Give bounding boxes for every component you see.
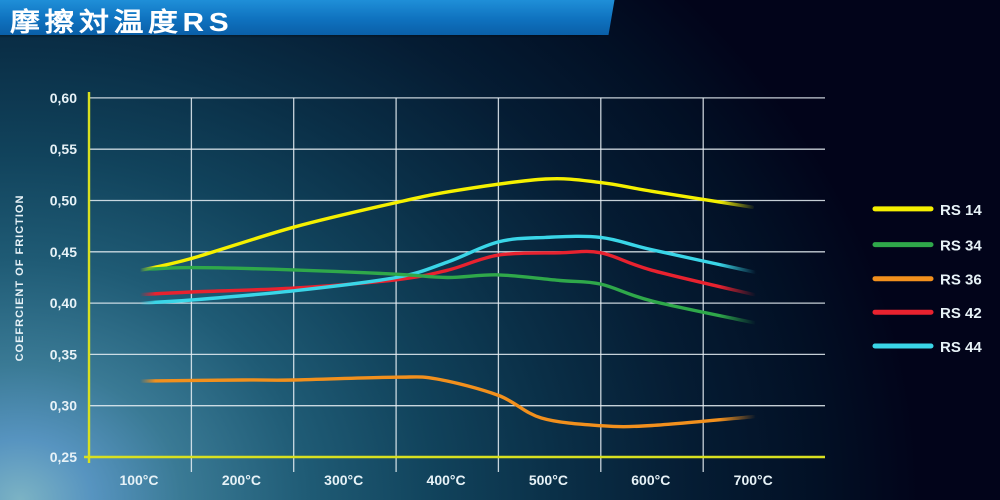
svg-text:COEFRCIENT OF FRICTION: COEFRCIENT OF FRICTION	[14, 195, 26, 362]
svg-text:RS 44: RS 44	[940, 339, 982, 356]
svg-text:0,40: 0,40	[50, 295, 77, 311]
svg-text:400°C: 400°C	[427, 472, 466, 488]
svg-text:0,30: 0,30	[50, 398, 77, 414]
svg-text:RS 34: RS 34	[940, 238, 982, 255]
svg-text:0,60: 0,60	[50, 90, 77, 106]
svg-text:0,55: 0,55	[50, 141, 77, 157]
svg-text:0,50: 0,50	[50, 193, 77, 209]
svg-text:0,45: 0,45	[50, 244, 77, 260]
svg-text:200°C: 200°C	[222, 472, 261, 488]
svg-text:500°C: 500°C	[529, 472, 568, 488]
svg-text:RS 14: RS 14	[940, 202, 982, 219]
svg-text:RS 42: RS 42	[940, 305, 982, 322]
svg-text:RS 36: RS 36	[940, 272, 982, 289]
svg-text:700°C: 700°C	[734, 472, 773, 488]
svg-text:100°C: 100°C	[119, 472, 158, 488]
svg-text:0,25: 0,25	[50, 449, 77, 465]
svg-text:0,35: 0,35	[50, 346, 77, 362]
svg-text:300°C: 300°C	[324, 472, 363, 488]
svg-text:600°C: 600°C	[631, 472, 670, 488]
